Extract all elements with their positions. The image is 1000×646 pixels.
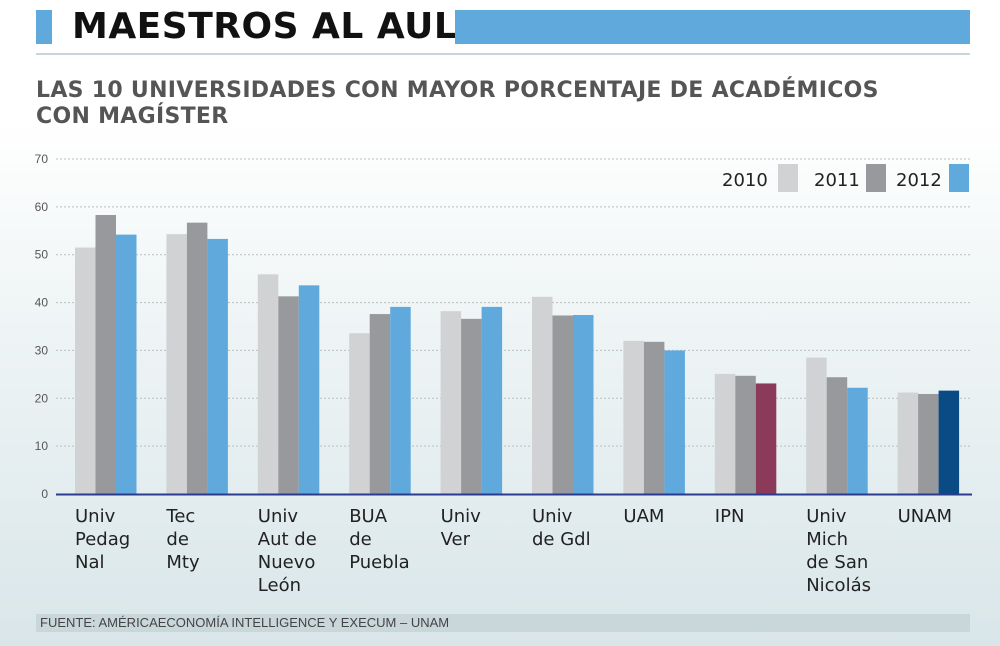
bar-2010-5 (532, 296, 553, 494)
bar-2010-9 (897, 392, 919, 494)
bar-2012-8 (847, 387, 868, 494)
bar-2011-7 (735, 375, 756, 494)
bar-2011-2 (278, 296, 299, 494)
chart-subtitle-line-1: LAS 10 UNIVERSIDADES CON MAYOR PORCENTAJ… (36, 78, 879, 103)
x-tick-label: Puebla (349, 552, 409, 573)
bar-2011-4 (461, 318, 482, 494)
x-tick-label: de San (806, 552, 868, 573)
x-tick-label: Aut de (258, 529, 317, 550)
x-tick-label: de (349, 529, 372, 550)
header-bar: MAESTROS AL AULA (0, 0, 1000, 58)
y-tick-label: 70 (35, 152, 49, 166)
header-divider (36, 53, 970, 55)
legend-swatch-2011 (866, 164, 886, 192)
chart-subtitle-line-2: CON MAGÍSTER (36, 104, 229, 129)
bar-2011-9 (918, 393, 939, 494)
bar-2012-4 (481, 306, 503, 494)
bar-2010-2 (257, 274, 279, 494)
y-tick-label: 20 (35, 391, 49, 405)
x-tick-label: Nal (75, 552, 105, 573)
chart-subtitle: LAS 10 UNIVERSIDADES CON MAYOR PORCENTAJ… (36, 78, 936, 130)
x-tick-label: Pedag (75, 529, 130, 550)
bar-2011-1 (186, 222, 208, 494)
source-note: FUENTE: AMÉRICAECONOMÍA INTELLIGENCE Y E… (36, 614, 970, 632)
bar-2010-4 (440, 311, 462, 494)
x-tick-label: de (166, 529, 189, 550)
y-tick-label: 0 (41, 487, 48, 501)
x-tick-label: Mty (166, 552, 200, 573)
x-tick-label: León (258, 575, 301, 596)
x-tick-label: BUA (349, 506, 388, 527)
legend: 2010 2011 2012 (722, 164, 969, 192)
legend-label-2012: 2012 (896, 170, 942, 191)
bar-2010-1 (166, 234, 187, 494)
y-axis-ticks: 0 10 20 30 40 50 60 70 (35, 152, 49, 501)
bar-2011-6 (643, 341, 665, 494)
bar-2010-8 (806, 357, 827, 494)
x-tick-label: Nicolás (806, 575, 871, 596)
x-tick-label: Univ (258, 506, 299, 527)
bar-2010-0 (75, 247, 96, 494)
bar-2010-6 (623, 340, 644, 494)
bar-2012-1 (207, 238, 228, 494)
bar-2012-2 (298, 285, 320, 494)
x-tick-label: IPN (715, 506, 745, 527)
legend-swatch-2012 (949, 164, 969, 192)
x-tick-label: Ver (441, 529, 471, 550)
bar-2012-9 (938, 390, 960, 494)
x-tick-label: UNAM (898, 506, 952, 527)
bar-2012-0 (116, 234, 137, 494)
legend-label-2010: 2010 (722, 170, 768, 191)
bar-2012-6 (664, 350, 685, 494)
bar-2010-3 (349, 333, 370, 494)
header-accent-right (455, 10, 970, 44)
bar-2012-7 (755, 383, 777, 494)
legend-label-2011: 2011 (814, 170, 860, 191)
legend-swatch-2010 (778, 164, 798, 192)
x-tick-label: UAM (623, 506, 664, 527)
y-tick-label: 60 (35, 200, 49, 214)
bar-2011-0 (95, 214, 116, 494)
x-tick-label: de Gdl (532, 529, 591, 550)
y-tick-label: 30 (35, 343, 49, 357)
bar-2010-7 (714, 373, 736, 494)
y-tick-label: 40 (35, 296, 49, 310)
x-tick-label: Univ (75, 506, 116, 527)
page-title: MAESTROS AL AULA (72, 6, 486, 47)
y-tick-label: 10 (35, 439, 49, 453)
bars (75, 214, 960, 494)
x-tick-label: Mich (806, 529, 848, 550)
x-tick-label: Univ (441, 506, 482, 527)
bar-2012-3 (390, 306, 411, 494)
bar-2012-5 (573, 315, 594, 494)
x-tick-label: Nuevo (258, 552, 316, 573)
bar-2011-3 (369, 314, 391, 494)
bar-2011-5 (552, 315, 573, 494)
x-tick-label: Univ (806, 506, 847, 527)
header-accent-left (36, 10, 52, 44)
bar-2011-8 (826, 377, 848, 494)
x-tick-label: Tec (165, 506, 195, 527)
y-tick-label: 50 (35, 248, 49, 262)
x-tick-label: Univ (532, 506, 573, 527)
